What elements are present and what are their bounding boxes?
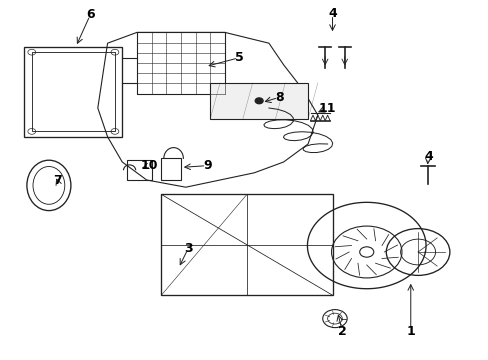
Text: 4: 4 <box>327 7 336 20</box>
Text: 11: 11 <box>318 102 336 114</box>
Circle shape <box>255 98 263 104</box>
Bar <box>161 158 181 180</box>
Text: 5: 5 <box>235 51 244 64</box>
Text: 7: 7 <box>53 174 61 187</box>
Text: 10: 10 <box>140 159 158 172</box>
Circle shape <box>359 247 373 257</box>
Text: 8: 8 <box>275 91 284 104</box>
Text: 1: 1 <box>406 325 414 338</box>
Text: 3: 3 <box>183 242 192 255</box>
Bar <box>24 47 122 137</box>
Text: 9: 9 <box>203 159 212 172</box>
Bar <box>127 160 151 180</box>
Bar <box>32 52 115 131</box>
Text: 4: 4 <box>423 150 432 163</box>
Text: 6: 6 <box>86 8 95 21</box>
Bar <box>210 83 307 119</box>
Text: 2: 2 <box>337 325 346 338</box>
Bar <box>137 32 224 94</box>
Bar <box>161 194 332 295</box>
